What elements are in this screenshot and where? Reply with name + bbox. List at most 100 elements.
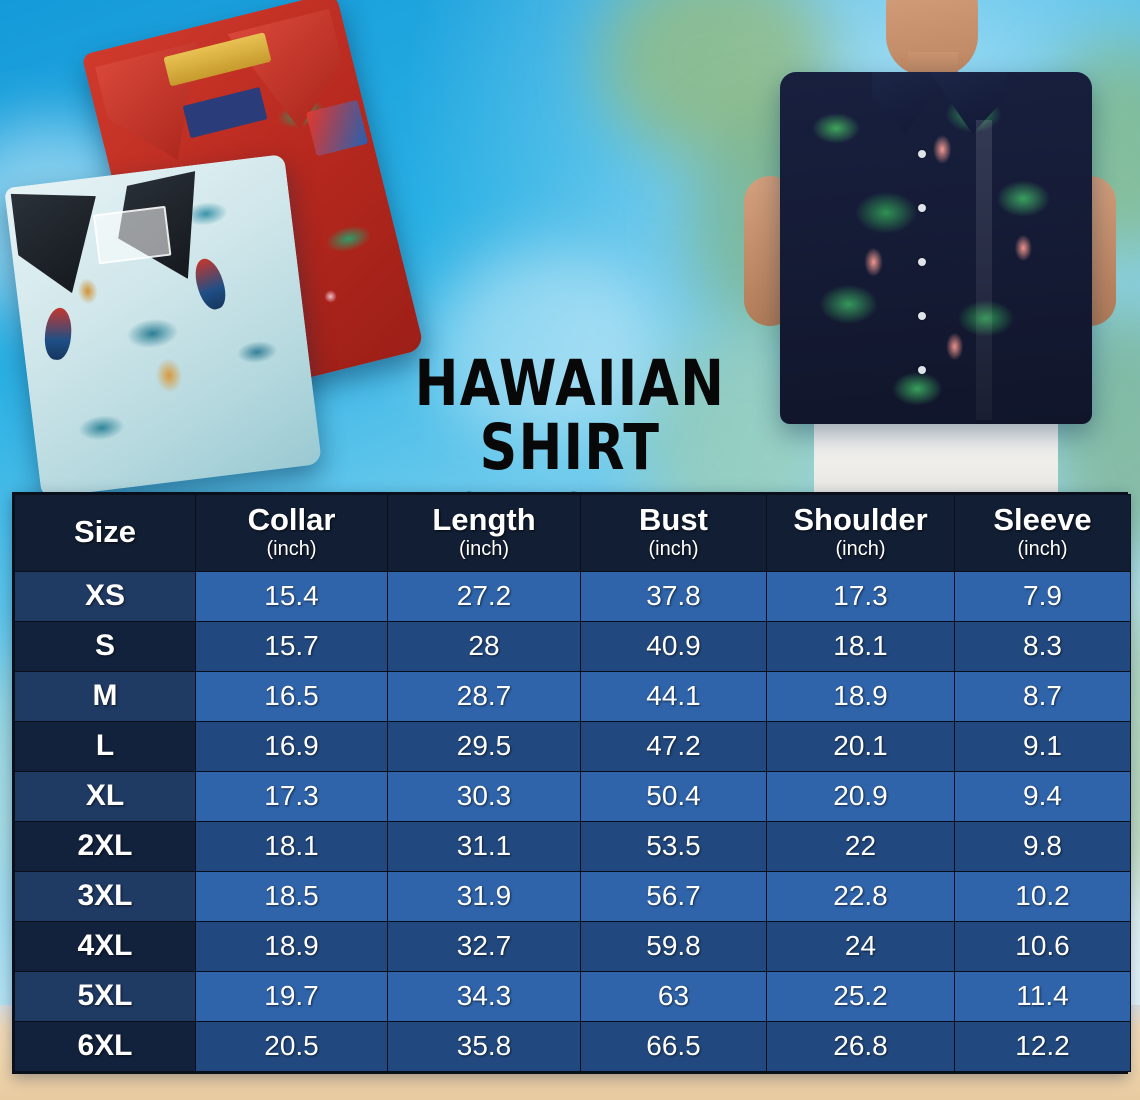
table-row: 3XL 18.5 31.9 56.7 22.8 10.2 (14, 870, 1131, 922)
cell-size: 5XL (14, 970, 196, 1022)
cell-shoulder: 22 (766, 820, 955, 872)
brand-label (162, 32, 272, 87)
cell-size: S (14, 620, 196, 672)
cell-length: 35.8 (387, 1020, 581, 1072)
cell-bust: 53.5 (580, 820, 767, 872)
cell-shoulder: 26.8 (766, 1020, 955, 1072)
cell-size: M (14, 670, 196, 722)
cell-collar: 15.7 (195, 620, 388, 672)
column-header-shoulder-label: Shoulder (793, 502, 928, 537)
cell-size: 6XL (14, 1020, 196, 1072)
size-chart-table: Size Collar (inch) Length (inch) Bust (i… (12, 492, 1131, 1074)
cell-sleeve: 12.2 (954, 1020, 1131, 1072)
shirt-button (918, 366, 926, 374)
cell-collar: 18.9 (195, 920, 388, 972)
cell-bust: 66.5 (580, 1020, 767, 1072)
cell-shoulder: 17.3 (766, 570, 955, 622)
column-header-collar: Collar (inch) (195, 494, 388, 572)
cell-length: 34.3 (387, 970, 581, 1022)
column-header-bust-label: Bust (639, 502, 708, 537)
brand-logo-patch (306, 100, 368, 156)
cell-bust: 63 (580, 970, 767, 1022)
cell-sleeve: 8.3 (954, 620, 1131, 672)
cell-size: L (14, 720, 196, 772)
cell-collar: 17.3 (195, 770, 388, 822)
cell-sleeve: 7.9 (954, 570, 1131, 622)
shirt-button (918, 258, 926, 266)
cell-collar: 16.5 (195, 670, 388, 722)
cell-length: 30.3 (387, 770, 581, 822)
cell-sleeve: 9.1 (954, 720, 1131, 772)
table-row: S 15.7 28 40.9 18.1 8.3 (14, 620, 1131, 672)
cell-size: 3XL (14, 870, 196, 922)
cell-sleeve: 10.6 (954, 920, 1131, 972)
cell-bust: 37.8 (580, 570, 767, 622)
table-row: XS 15.4 27.2 37.8 17.3 7.9 (14, 570, 1131, 622)
table-row: XL 17.3 30.3 50.4 20.9 9.4 (14, 770, 1131, 822)
cell-length: 27.2 (387, 570, 581, 622)
cell-bust: 59.8 (580, 920, 767, 972)
cell-length: 28.7 (387, 670, 581, 722)
column-header-sleeve-label: Sleeve (993, 502, 1092, 537)
table-row: 2XL 18.1 31.1 53.5 22 9.8 (14, 820, 1131, 872)
shirt-button (918, 312, 926, 320)
table-row: 5XL 19.7 34.3 63 25.2 11.4 (14, 970, 1131, 1022)
column-header-bust: Bust (inch) (580, 494, 767, 572)
cell-bust: 47.2 (580, 720, 767, 772)
cell-collar: 20.5 (195, 1020, 388, 1072)
table-row: 6XL 20.5 35.8 66.5 26.8 12.2 (14, 1020, 1131, 1072)
table-row: L 16.9 29.5 47.2 20.1 9.1 (14, 720, 1131, 772)
column-header-length-label: Length (432, 502, 536, 537)
cell-collar: 18.5 (195, 870, 388, 922)
macaw-motif (190, 254, 231, 313)
column-header-length: Length (inch) (387, 494, 581, 572)
column-header-size-label: Size (73, 513, 137, 549)
button-placket (976, 120, 992, 420)
table-header-row: Size Collar (inch) Length (inch) Bust (i… (14, 494, 1131, 572)
column-header-collar-unit: (inch) (266, 537, 317, 560)
cell-collar: 19.7 (195, 970, 388, 1022)
cell-bust: 56.7 (580, 870, 767, 922)
cell-size: 2XL (14, 820, 196, 872)
collar-left (10, 184, 107, 300)
cell-shoulder: 20.9 (766, 770, 955, 822)
cell-sleeve: 9.4 (954, 770, 1131, 822)
cell-shoulder: 24 (766, 920, 955, 972)
cell-sleeve: 11.4 (954, 970, 1131, 1022)
model-hawaiian-shirt (780, 72, 1092, 424)
cell-bust: 50.4 (580, 770, 767, 822)
cell-bust: 40.9 (580, 620, 767, 672)
cloud-blur (430, 250, 660, 440)
cell-shoulder: 25.2 (766, 970, 955, 1022)
column-header-length-unit: (inch) (458, 537, 509, 560)
cell-length: 28 (387, 620, 581, 672)
cell-collar: 15.4 (195, 570, 388, 622)
cell-shoulder: 20.1 (766, 720, 955, 772)
cell-size: 4XL (14, 920, 196, 972)
cell-size: XS (14, 570, 196, 622)
cell-collar: 16.9 (195, 720, 388, 772)
cell-sleeve: 9.8 (954, 820, 1131, 872)
shirt-button (918, 150, 926, 158)
collar-right (930, 72, 1006, 134)
size-tag (183, 86, 268, 138)
cell-sleeve: 8.7 (954, 670, 1131, 722)
cell-shoulder: 18.1 (766, 620, 955, 672)
cell-length: 29.5 (387, 720, 581, 772)
column-header-shoulder: Shoulder (inch) (766, 494, 955, 572)
table-row: M 16.5 28.7 44.1 18.9 8.7 (14, 670, 1131, 722)
cell-sleeve: 10.2 (954, 870, 1131, 922)
cell-shoulder: 18.9 (766, 670, 955, 722)
cell-length: 32.7 (387, 920, 581, 972)
blue-hawaiian-shirt (4, 153, 322, 499)
column-header-size: Size (14, 494, 196, 572)
cell-collar: 18.1 (195, 820, 388, 872)
shirt-button (918, 204, 926, 212)
column-header-collar-label: Collar (247, 502, 336, 537)
model-photo (718, 0, 1140, 508)
cell-bust: 44.1 (580, 670, 767, 722)
chest-pocket (92, 206, 172, 265)
column-header-sleeve-unit: (inch) (1017, 537, 1068, 560)
table-row: 4XL 18.9 32.7 59.8 24 10.6 (14, 920, 1131, 972)
column-header-bust-unit: (inch) (648, 537, 699, 560)
